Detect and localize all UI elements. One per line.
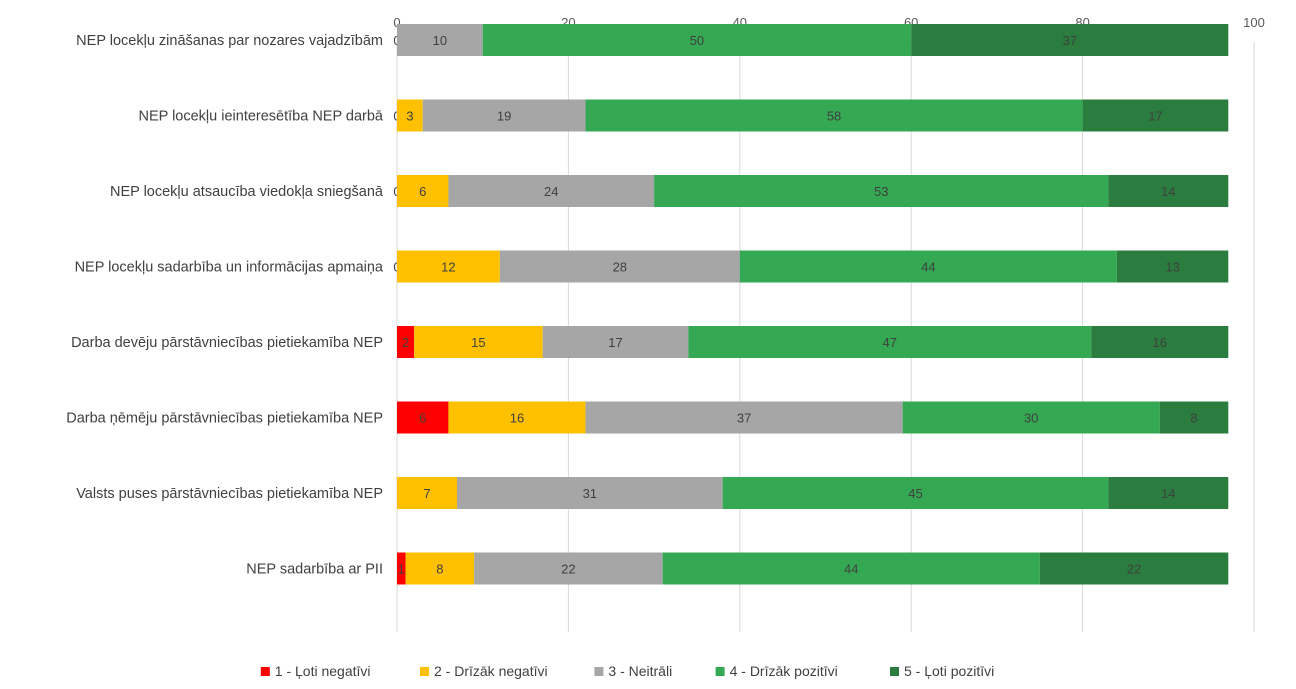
bar-segment [414,326,543,358]
bar-segment [397,250,500,283]
legend-swatch [890,667,899,676]
legend-swatch [594,667,604,676]
data-label: 15 [471,335,485,350]
bar-segment [474,552,663,585]
legend-label: 3 - Neitrāli [608,663,672,679]
bar-segment [397,24,483,56]
data-label: 1 [398,562,405,577]
bar-segment [456,477,723,509]
data-label: 10 [433,33,447,48]
category-label: NEP locekļu zināšanas par nozares vajadz… [76,33,383,49]
bar-segment [397,401,449,434]
data-label: 53 [874,184,888,199]
bar-segment [585,99,1083,132]
bar-segment [722,477,1109,509]
bar-segment [1116,250,1229,283]
legend-label: 5 - Ļoti pozitīvi [904,663,994,679]
x-tick-label: 0 [393,15,400,30]
bar-segment [1091,326,1229,358]
data-label: 28 [613,260,627,275]
bar-segment [739,250,1117,283]
category-label: NEP locekļu ieinteresētība NEP darbā [139,109,384,125]
bar-segment [397,99,423,132]
data-label: 12 [441,260,455,275]
category-label: NEP locekļu sadarbība un informācijas ap… [75,260,384,276]
data-label: 17 [608,335,622,350]
data-label: 19 [497,109,511,124]
data-label: 50 [690,33,704,48]
data-label: 44 [844,562,858,577]
data-label: 58 [827,109,841,124]
bar-segment [397,326,415,358]
data-label: 7 [423,486,430,501]
data-label: 16 [510,411,524,426]
legend-swatch [715,667,725,676]
data-label: 22 [1127,562,1141,577]
legend-label: 4 - Drīzāk pozitīvi [730,663,838,679]
x-tick-label: 100 [1243,15,1265,30]
category-label: NEP locekļu atsaucība viedokļa sniegšanā [110,184,384,200]
data-label: 8 [1190,411,1197,426]
bar-segment [1082,99,1229,132]
category-labels: NEP locekļu zināšanas par nozares vajadz… [66,33,384,578]
bar-segment [902,401,1160,434]
data-label: 37 [1063,33,1077,48]
data-label: 37 [737,411,751,426]
category-label: Darba devēju pārstāvniecības pietiekamīb… [71,335,383,351]
bar-segment [1159,401,1229,434]
data-label: 14 [1161,184,1175,199]
bar-segment [448,175,655,207]
bar-segment [1108,477,1229,509]
bar-segment [448,401,586,434]
data-label: 14 [1161,486,1175,501]
data-label: 44 [921,260,935,275]
legend: 1 - Ļoti negatīvi 2 - Drīzāk negatīvi 3 - … [260,663,994,679]
category-label: Valsts puses pārstāvniecības pietiekamīb… [76,486,383,502]
bar-segment [499,250,740,283]
bar-segment [1039,552,1229,585]
data-label: 31 [583,486,597,501]
bar-segment [585,401,903,434]
bar-segment [422,99,586,132]
data-label: 47 [883,335,897,350]
bar-segment [654,175,1109,207]
legend-swatch [420,667,429,676]
legend-label: 2 - Drīzāk negatīvi [434,663,548,679]
bar-segment [397,175,449,207]
category-label: NEP sadarbība ar PII [246,562,383,578]
data-label: 6 [419,411,426,426]
legend-swatch [260,667,270,676]
data-label: 2 [402,335,409,350]
data-label: 6 [419,184,426,199]
data-label: 3 [406,109,413,124]
data-label: 30 [1024,411,1038,426]
data-label: 13 [1165,260,1179,275]
bar-segment [397,477,457,509]
data-label: 8 [436,562,443,577]
bar-segment [662,552,1040,585]
bar-segment [1108,175,1229,207]
bar-segment [482,24,912,56]
data-label: 16 [1152,335,1166,350]
data-label: 45 [908,486,922,501]
data-label: 24 [544,184,558,199]
data-label: 17 [1148,109,1162,124]
bar-segment [688,326,1092,358]
bar-segment [405,552,475,585]
bars: 0105037031958170624531401228441321517471… [393,24,1229,585]
bar-segment [542,326,689,358]
bar-segment [397,552,406,585]
category-label: Darba ņēmēju pārstāvniecības pietiekamīb… [66,411,383,427]
legend-label: 1 - Ļoti negatīvi [275,663,371,679]
data-label: 22 [561,562,575,577]
bar-segment [911,24,1229,56]
